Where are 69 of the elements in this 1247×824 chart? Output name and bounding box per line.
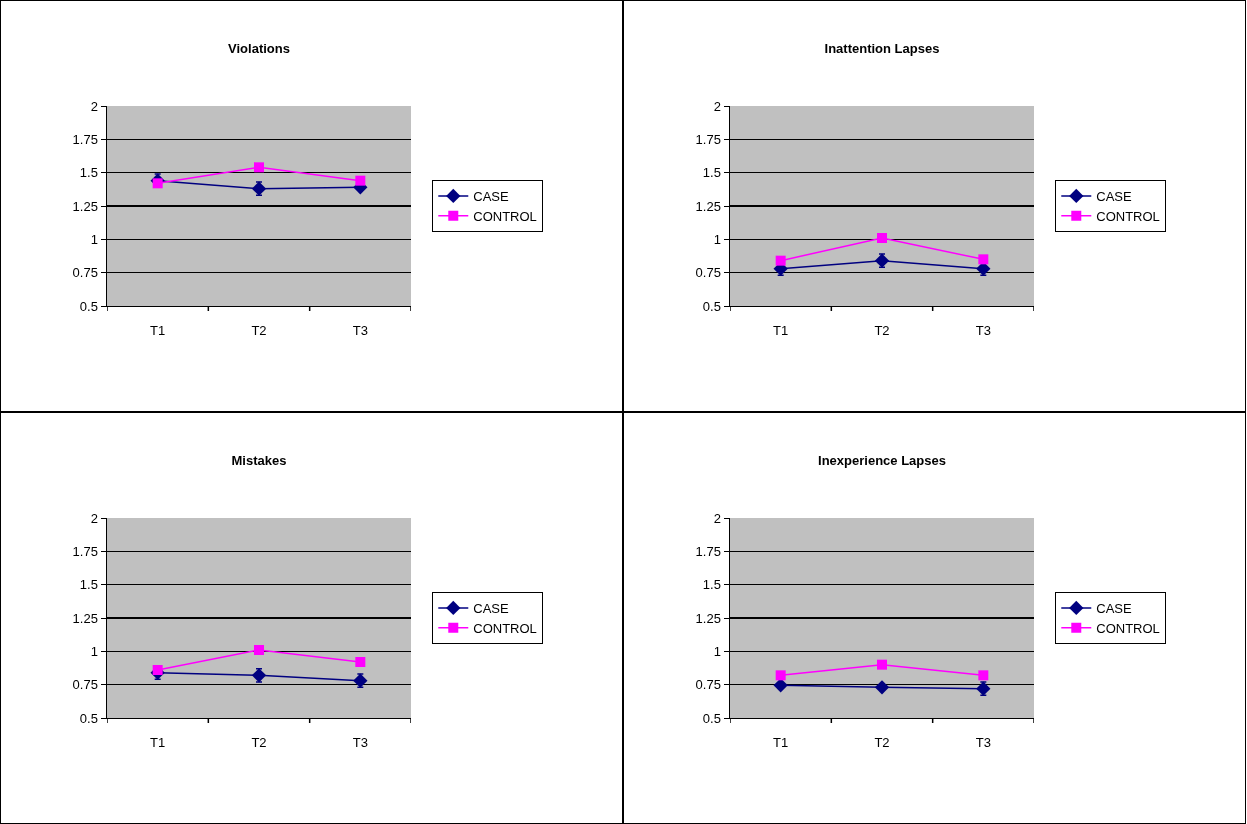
y-tick-label: 0.75 <box>72 677 98 693</box>
point <box>775 255 786 266</box>
y-tick-label: 0.75 <box>695 265 721 281</box>
chart-title: Inexperience Lapses <box>818 452 946 468</box>
point <box>355 657 366 667</box>
y-tick-label: 1.5 <box>79 577 98 593</box>
x-tick-label: T2 <box>251 734 267 750</box>
y-tick-label: 2 <box>90 510 98 526</box>
y-tick-label: 2 <box>90 98 98 114</box>
y-tick-label: 0.5 <box>702 710 721 726</box>
point <box>355 175 366 186</box>
y-tick-label: 0.5 <box>79 298 98 314</box>
point <box>874 680 890 695</box>
legend-label: CONTROL <box>473 620 537 636</box>
y-tick-label: 2 <box>713 98 721 114</box>
point <box>254 645 264 655</box>
y-tick-label: 1.25 <box>695 610 721 626</box>
point <box>773 678 788 693</box>
x-tick-label: T3 <box>975 322 991 338</box>
x-tick-label: T2 <box>874 322 890 338</box>
y-tick-label: 1.75 <box>695 131 721 147</box>
y-tick-label: 1.75 <box>695 543 721 559</box>
chart-title: Mistakes <box>231 452 287 468</box>
point <box>874 253 890 268</box>
y-tick-label: 1.25 <box>72 610 98 626</box>
point <box>978 670 989 681</box>
legend-label: CONTROL <box>1096 620 1160 636</box>
point <box>978 254 989 265</box>
x-tick-label: T3 <box>352 734 368 750</box>
point <box>152 665 163 675</box>
chart-title: Violations <box>228 40 290 56</box>
legend-label: CASE <box>473 601 510 617</box>
point <box>152 178 163 189</box>
y-tick-label: 1 <box>713 643 721 659</box>
y-tick-label: 1.75 <box>72 131 98 147</box>
point <box>775 670 786 681</box>
legend-label: CASE <box>1096 189 1133 205</box>
y-tick-label: 0.75 <box>72 265 98 281</box>
y-tick-label: 1 <box>713 231 721 247</box>
x-tick-label: T1 <box>150 734 166 750</box>
legend-label: CONTROL <box>473 208 537 224</box>
y-tick-label: 0.5 <box>79 710 98 726</box>
legend-label: CASE <box>473 189 510 205</box>
x-tick-label: T2 <box>251 322 267 338</box>
y-tick-label: 1.5 <box>79 165 98 181</box>
x-tick-label: T3 <box>975 734 991 750</box>
y-tick-label: 2 <box>713 510 721 526</box>
point <box>877 659 887 670</box>
x-tick-label: T1 <box>773 734 789 750</box>
y-tick-label: 0.5 <box>702 298 721 314</box>
y-tick-label: 1.75 <box>72 543 98 559</box>
y-tick-label: 1 <box>90 643 98 659</box>
y-tick-label: 1 <box>90 231 98 247</box>
x-tick-label: T3 <box>352 322 368 338</box>
point <box>251 668 267 683</box>
legend-label: CASE <box>1096 601 1133 617</box>
x-tick-label: T1 <box>773 322 789 338</box>
point <box>877 233 887 243</box>
y-tick-label: 0.75 <box>695 677 721 693</box>
legend-label: CONTROL <box>1096 208 1160 224</box>
y-tick-label: 1.5 <box>702 165 721 181</box>
x-tick-label: T2 <box>874 734 890 750</box>
point <box>254 162 264 173</box>
chart-title: Inattention Lapses <box>824 40 940 56</box>
point <box>251 181 267 196</box>
x-tick-label: T1 <box>150 322 166 338</box>
y-tick-label: 1.5 <box>702 577 721 593</box>
y-tick-label: 1.25 <box>72 198 98 214</box>
y-tick-label: 1.25 <box>695 198 721 214</box>
